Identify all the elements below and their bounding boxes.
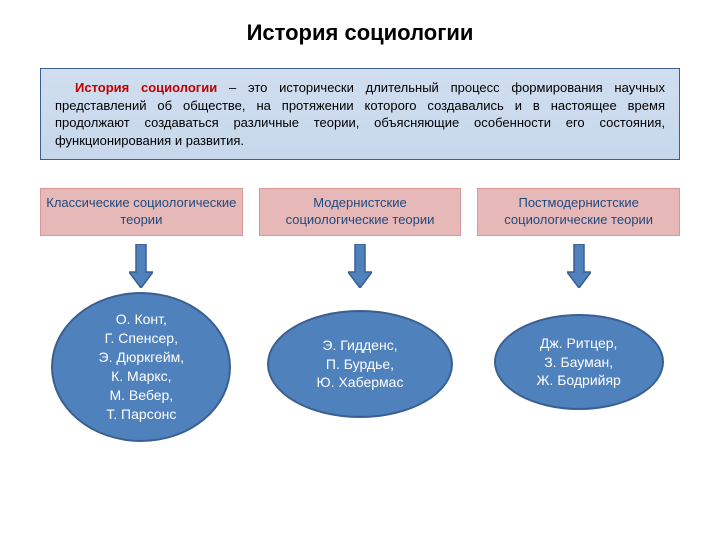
authors-postmodernist: Дж. Ритцер, З. Бауман, Ж. Бодрийяр [494,314,664,410]
columns-container: Классические социологические теории О. К… [40,188,680,442]
authors-text: Э. Гидденс, П. Бурдье, Ю. Хабермас [317,336,404,393]
authors-modernist: Э. Гидденс, П. Бурдье, Ю. Хабермас [267,310,453,418]
column-modernist: Модернистские социологические теории Э. … [259,188,462,442]
authors-text: О. Конт, Г. Спенсер, Э. Дюркгейм, К. Мар… [99,310,185,423]
definition-box: История социологии – это исторически дли… [40,68,680,160]
authors-classical: О. Конт, Г. Спенсер, Э. Дюркгейм, К. Мар… [51,292,231,442]
arrow-down-icon [129,244,153,288]
page-title: История социологии [40,20,680,46]
definition-lead: История социологии [75,80,217,95]
category-classical: Классические социологические теории [40,188,243,236]
authors-text: Дж. Ритцер, З. Бауман, Ж. Бодрийяр [537,334,621,391]
arrow-down-icon [567,244,591,288]
column-classical: Классические социологические теории О. К… [40,188,243,442]
column-postmodernist: Постмодернистские социологические теории… [477,188,680,442]
category-modernist: Модернистские социологические теории [259,188,462,236]
category-postmodernist: Постмодернистские социологические теории [477,188,680,236]
arrow-down-icon [348,244,372,288]
